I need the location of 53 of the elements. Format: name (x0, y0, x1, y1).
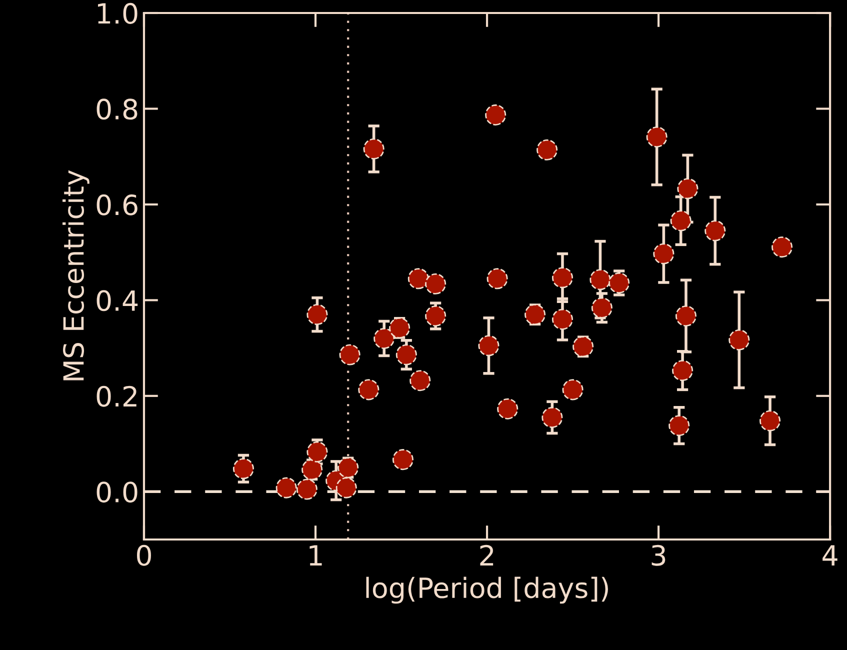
point (760, 410, 781, 432)
x-tick-label: 2 (480, 544, 494, 566)
point (677, 178, 698, 200)
point (562, 379, 584, 400)
point (536, 139, 558, 160)
point (668, 415, 690, 436)
point (672, 360, 694, 382)
point (276, 477, 297, 498)
point (336, 477, 357, 498)
point (608, 272, 630, 294)
point (552, 308, 574, 330)
point (670, 210, 692, 232)
point (653, 243, 674, 264)
point (306, 441, 328, 462)
point (410, 370, 431, 392)
point (524, 304, 546, 326)
y-tick-label: 0.6 (96, 194, 138, 216)
y-tick-label: 0.0 (96, 482, 138, 503)
point (772, 236, 793, 258)
point (497, 398, 518, 420)
point (363, 138, 384, 160)
y-axis-title: MS Eccentricity (62, 170, 90, 380)
point (646, 126, 668, 148)
point (675, 305, 696, 326)
point (552, 267, 574, 288)
point (396, 344, 417, 366)
point (478, 335, 500, 356)
x-tick-label: 4 (822, 545, 838, 566)
point (590, 269, 611, 290)
point (358, 379, 380, 400)
point (232, 458, 254, 480)
point (306, 304, 328, 326)
point (542, 406, 563, 428)
x-tick-label: 1 (310, 545, 322, 566)
point (374, 328, 395, 349)
y-tick-label: 0.2 (96, 386, 136, 407)
y-tick-label: 1.0 (98, 2, 138, 24)
x-tick-label: 0 (136, 544, 151, 566)
y-tick-label: 0.8 (96, 98, 138, 120)
point (339, 344, 360, 366)
point (728, 329, 750, 350)
y-tick-label: 0.4 (96, 290, 138, 312)
x-tick-label: 3 (652, 544, 666, 566)
x-axis-title: log(Period [days]) (366, 576, 608, 604)
point (485, 104, 506, 126)
point (425, 273, 446, 294)
point (392, 449, 414, 470)
point (486, 268, 508, 290)
point (296, 478, 318, 500)
point (704, 220, 726, 242)
point (425, 305, 446, 326)
point (572, 336, 594, 358)
point (408, 268, 429, 290)
